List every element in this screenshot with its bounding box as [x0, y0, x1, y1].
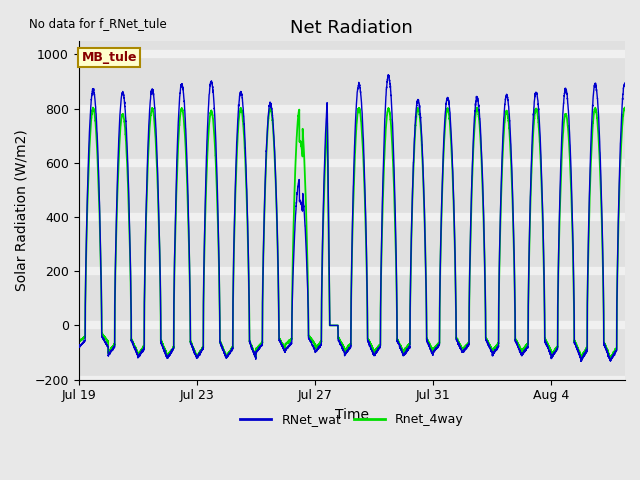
Y-axis label: Solar Radiation (W/m2): Solar Radiation (W/m2)	[15, 130, 29, 291]
Text: No data for f_RNet_tule: No data for f_RNet_tule	[29, 17, 167, 30]
Text: MB_tule: MB_tule	[81, 51, 137, 64]
Legend: RNet_wat, Rnet_4way: RNet_wat, Rnet_4way	[235, 408, 468, 431]
X-axis label: Time: Time	[335, 408, 369, 422]
Title: Net Radiation: Net Radiation	[291, 19, 413, 36]
